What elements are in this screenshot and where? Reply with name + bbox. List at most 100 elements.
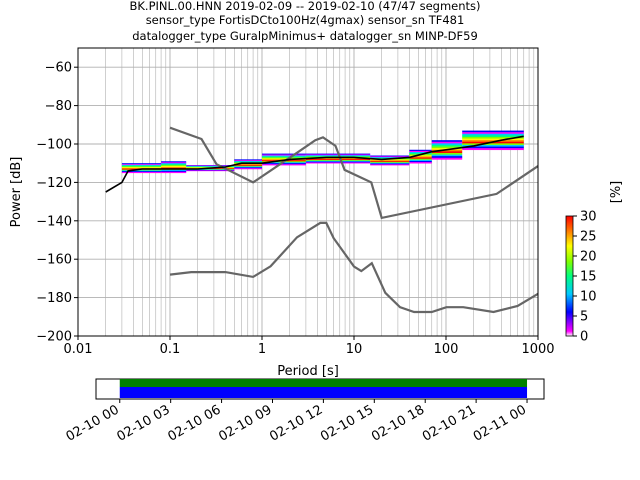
coverage-tick-label: 02-10 06 xyxy=(165,402,223,444)
ppsd-density-cell xyxy=(121,166,162,168)
colorbar: [%] 0 5 10 15 20 25 30 xyxy=(565,181,624,345)
coverage-tick-label: 02-11 00 xyxy=(471,402,529,444)
ppsd-density-cell xyxy=(262,154,306,156)
y-tick-label: −120 xyxy=(36,176,72,191)
ppsd-density-cell xyxy=(262,153,306,155)
x-axis-label: Period [s] xyxy=(277,364,339,379)
ppsd-density-cell xyxy=(370,162,410,164)
ppsd-density-cell xyxy=(161,163,187,165)
ppsd-density-cell xyxy=(161,161,187,163)
coverage-tick-label: 02-10 00 xyxy=(64,402,122,444)
ppsd-density-cell xyxy=(234,164,262,167)
ppsd-density-cell xyxy=(370,155,410,157)
title-line-1: BK.PINL.00.HNN 2019-02-09 -- 2019-02-10 … xyxy=(129,0,480,13)
ppsd-density-cell xyxy=(121,164,162,166)
ppsd-density-cell xyxy=(462,148,524,151)
colorbar-tick-label: 0 xyxy=(580,330,588,345)
x-tick-label: 0.1 xyxy=(160,342,181,357)
ppsd-density-cell xyxy=(431,151,463,154)
y-tick-label: −80 xyxy=(45,99,72,114)
ppsd-density-cell xyxy=(234,168,262,170)
ppsd-density-cell xyxy=(121,163,162,165)
ppsd-density-cell xyxy=(234,165,262,167)
ppsd-density-cell xyxy=(161,164,187,166)
y-tick-label: −100 xyxy=(36,138,72,153)
noise-model-curves xyxy=(169,126,539,314)
ppsd-density-cell xyxy=(305,158,371,160)
coverage-tick-label: 02-10 15 xyxy=(318,402,376,444)
ppsd-density-cell xyxy=(431,152,463,155)
ppsd-density-cell xyxy=(186,169,235,171)
ppsd-density-cell xyxy=(431,154,463,157)
ppsd-density-cell xyxy=(186,170,235,172)
ppsd-density-cell xyxy=(234,166,262,168)
ppsd-density-cell xyxy=(186,166,235,168)
ppsd-density-cell xyxy=(161,162,187,164)
ppsd-density-cell xyxy=(161,170,187,173)
ppsd-density-cell xyxy=(370,163,410,165)
colorbar-tick-label: 30 xyxy=(580,210,597,225)
ppsd-density-cell xyxy=(409,152,432,154)
ppsd-density-cell xyxy=(409,159,432,162)
colorbar-tick-label: 15 xyxy=(580,270,597,285)
y-tick-label: −200 xyxy=(36,330,72,345)
ppsd-density-cell xyxy=(262,156,306,158)
ppsd-density-cell xyxy=(462,143,524,146)
ppsd-density-cell xyxy=(462,144,524,147)
ppsd-density-cell xyxy=(409,149,432,152)
ppsd-density-cell xyxy=(370,161,410,164)
ppsd-density-cell xyxy=(409,162,432,164)
ppsd-density-cell xyxy=(234,164,262,166)
ppsd-density-cell xyxy=(305,155,371,157)
title-line-2: sensor_type FortisDCto100Hz(4gmax) senso… xyxy=(146,13,465,27)
chart-title: BK.PINL.00.HNN 2019-02-09 -- 2019-02-10 … xyxy=(129,0,480,43)
ppsd-density-cell xyxy=(370,164,410,166)
ppsd-density-cell xyxy=(409,155,432,157)
ppsd-density-cell xyxy=(121,165,162,167)
ppsd-density-cell xyxy=(161,165,187,167)
coverage-tick-label: 02-10 21 xyxy=(420,402,478,444)
ppsd-density-cell xyxy=(262,164,306,166)
ppsd-density-cell xyxy=(409,158,432,161)
x-axis-ticks: 0.01 0.1 1 10 100 1000 xyxy=(64,336,555,357)
ppsd-density-cell xyxy=(370,159,410,161)
colorbar-tick-label: 10 xyxy=(580,290,597,305)
ppsd-density-cell xyxy=(262,163,306,165)
ppsd-density-cell xyxy=(431,144,463,147)
colorbar-label: [%] xyxy=(609,181,624,204)
mode-line xyxy=(105,135,524,193)
plot-frame xyxy=(77,47,539,337)
ppsd-density-cell xyxy=(186,165,235,167)
ppsd-density-cell xyxy=(186,168,235,170)
ppsd-density-cell xyxy=(431,157,463,160)
y-tick-label: −160 xyxy=(36,253,72,268)
ppsd-density-cell xyxy=(234,167,262,169)
ppsd-density-cell xyxy=(431,140,463,143)
ppsd-density-cell xyxy=(262,157,306,159)
ppsd-density-cell xyxy=(462,133,524,136)
ppsd-density-cell xyxy=(462,135,524,138)
ppsd-density-cell xyxy=(121,170,162,172)
low-noise-model-line xyxy=(169,221,539,314)
ppsd-density-cell xyxy=(121,169,162,171)
ppsd-density-cell xyxy=(431,146,463,149)
ppsd-density-cell xyxy=(161,167,187,169)
coverage-tick-label: 02-10 09 xyxy=(216,402,274,444)
ppsd-density-cell xyxy=(462,136,524,139)
colorbar-tick-label: 25 xyxy=(580,230,597,245)
ppsd-density-cell xyxy=(161,166,187,168)
ppsd-density-cell xyxy=(370,157,410,159)
ppsd-density-cell xyxy=(305,156,371,158)
colorbar-tick-label: 5 xyxy=(580,310,588,325)
ppsd-density-cell xyxy=(409,150,432,153)
ppsd-density-cell xyxy=(305,161,371,163)
ppsd-density-cell xyxy=(234,159,262,161)
ppsd-density-cell xyxy=(262,155,306,157)
ppsd-density-cell xyxy=(409,160,432,163)
coverage-tick-label: 02-10 12 xyxy=(267,402,325,444)
ppsd-density-cell xyxy=(462,130,524,133)
ppsd-density-cell xyxy=(305,160,371,162)
x-tick-label: 0.01 xyxy=(64,342,93,357)
ppsd-density-cell xyxy=(305,162,371,164)
y-tick-label: −140 xyxy=(36,214,72,229)
